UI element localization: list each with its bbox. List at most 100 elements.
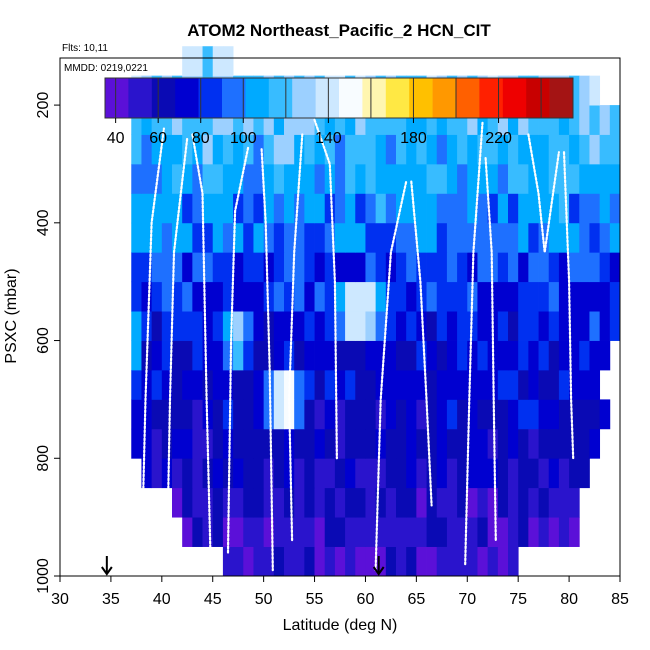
heatmap-cell [243, 517, 254, 547]
heatmap-cell [497, 487, 509, 518]
x-tick-label: 65 [407, 591, 425, 608]
heatmap-cell [599, 193, 611, 224]
colorbar [104, 77, 574, 119]
heatmap-cell [558, 193, 570, 224]
colorbar-swatch [175, 78, 199, 118]
heatmap-cell [202, 369, 214, 400]
heatmap-cell [518, 428, 529, 459]
heatmap-cell [314, 105, 326, 135]
heatmap-cell [345, 222, 356, 253]
heatmap-cell [569, 252, 580, 283]
flights-label: Flts: 10,11 [62, 43, 108, 54]
heatmap-cell [558, 517, 570, 547]
plot-frame [59, 57, 621, 577]
colorbar-tick-label: 140 [315, 130, 342, 147]
heatmap-cell [304, 163, 315, 194]
heatmap-cell [151, 134, 163, 165]
heatmap-cell [538, 369, 550, 400]
heatmap-cell [396, 163, 407, 194]
heatmap-cell [528, 193, 539, 224]
heatmap-cell [436, 311, 448, 341]
heatmap-cell [345, 517, 356, 547]
heatmap-cell [385, 252, 397, 283]
heatmap-cell [294, 222, 305, 253]
heatmap-cell [538, 134, 550, 165]
heatmap-cell [182, 222, 193, 253]
heatmap-cell [243, 311, 254, 341]
heatmap-cell [222, 428, 234, 459]
heatmap-cell [202, 193, 214, 224]
heatmap-cell [131, 222, 142, 253]
heatmap-cell [304, 340, 315, 371]
heatmap-cell [558, 281, 570, 312]
heatmap-cell [243, 546, 254, 577]
heatmap-cell [151, 252, 163, 283]
heatmap-cell [497, 517, 509, 547]
heatmap-cell [263, 487, 275, 518]
heatmap-cell [253, 134, 265, 165]
heatmap-cell [263, 281, 275, 312]
heatmap-cell [518, 105, 529, 135]
heatmap-cell [294, 458, 305, 489]
heatmap-cell [457, 458, 468, 489]
heatmap-cell [385, 340, 397, 371]
heatmap-cell [457, 428, 468, 459]
heatmap-cell [406, 193, 417, 224]
x-tick-label: 45 [204, 591, 222, 608]
heatmap-cell [548, 281, 560, 312]
heatmap-cell [212, 252, 224, 283]
heatmap-cell [202, 340, 214, 371]
heatmap-cell [569, 428, 580, 459]
heatmap-cell [487, 193, 499, 224]
heatmap-cell [243, 222, 254, 253]
heatmap-cell [497, 546, 509, 577]
heatmap-cell [365, 105, 377, 135]
heatmap-cell [569, 75, 580, 106]
heatmap-cell [406, 281, 417, 312]
heatmap-cell [304, 222, 315, 253]
heatmap-cell [284, 163, 295, 194]
heatmap-cell [222, 369, 234, 400]
heatmap-cell [497, 134, 509, 165]
heatmap-cell [558, 311, 570, 341]
heatmap-cell [202, 163, 214, 194]
heatmap-cell [233, 428, 244, 459]
heatmap-cell [253, 458, 265, 489]
heatmap-cell [151, 193, 163, 224]
heatmap-cell [416, 428, 427, 459]
flight-track [374, 180, 408, 572]
heatmap-cell [172, 193, 183, 224]
heatmap-cell [426, 428, 438, 459]
heatmap-cell [202, 105, 214, 135]
heatmap-cell [467, 517, 478, 547]
heatmap-cell [396, 222, 407, 253]
heatmap-cell [192, 428, 203, 459]
heatmap-cell [273, 399, 285, 430]
heatmap-cell [416, 517, 427, 547]
heatmap-cell [538, 163, 550, 194]
heatmap-cell [172, 134, 183, 165]
heatmap-cell [579, 311, 590, 341]
heatmap-cell [151, 428, 163, 459]
heatmap-cell [436, 546, 448, 577]
flight-track [313, 118, 338, 460]
heatmap-cell [375, 163, 387, 194]
heatmap-cell [263, 428, 275, 459]
heatmap-cell [487, 134, 499, 165]
heatmap-cell [569, 458, 580, 489]
heatmap-cell [172, 281, 183, 312]
heatmap-cell [508, 487, 519, 518]
heatmap-cell [141, 458, 153, 489]
heatmap-cell [314, 134, 326, 165]
heatmap-cell [273, 193, 285, 224]
heatmap-cell [253, 252, 265, 283]
heatmap-cell [233, 311, 244, 341]
heatmap-cell [212, 163, 224, 194]
heatmap-cell [161, 281, 173, 312]
heatmap-cell [569, 399, 580, 430]
heatmap-cell [609, 311, 621, 341]
heatmap-cell [477, 487, 489, 518]
heatmap-cell [334, 369, 346, 400]
heatmap-cell [406, 311, 417, 341]
heatmap-cell [508, 428, 519, 459]
